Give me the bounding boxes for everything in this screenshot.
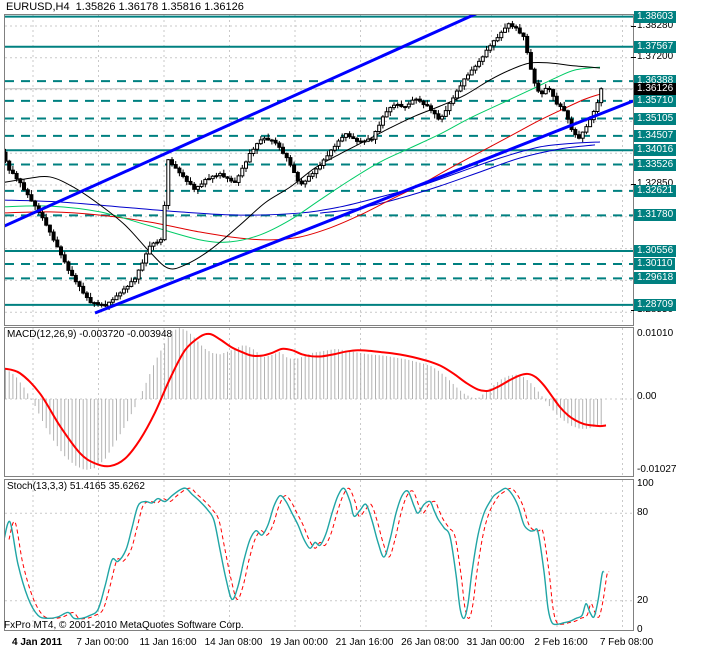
date-label: 7 Feb 08:00	[599, 637, 654, 648]
date-label: 26 Jan 08:00	[401, 637, 459, 648]
stochastic-label: Stoch(13,3,3) 51.4165 35.6262	[7, 481, 145, 492]
date-label: 14 Jan 08:00	[204, 637, 263, 648]
macd-label: MACD(12,26,9) -0.003720 -0.003948	[7, 329, 173, 340]
price-level-badge: 1.34016	[634, 144, 677, 157]
stoch-axis-label: 20	[637, 594, 649, 606]
price-level-badge: 1.31780	[634, 209, 677, 222]
chart-title-ohlc: EURUSD,H4 1.35826 1.36178 1.35816 1.3612…	[6, 1, 244, 13]
date-label: 2 Feb 16:00	[534, 637, 588, 648]
price-level-badge: 1.29618	[634, 272, 677, 285]
price-chart-panel[interactable]	[4, 14, 634, 326]
stochastic-canvas[interactable]	[5, 480, 633, 630]
price-grid-label: 1.32850	[637, 178, 674, 190]
price-grid-label: 1.37200	[637, 51, 674, 63]
macd-indicator-panel[interactable]	[4, 327, 634, 477]
platform-copyright: FxPro MT4, © 2001-2010 MetaQuotes Softwa…	[4, 620, 244, 631]
date-label: 11 Jan 16:00	[139, 637, 197, 648]
price-level-badge: 1.35105	[634, 112, 677, 125]
price-level-badge: 1.35710	[634, 94, 677, 107]
price-level-badge: 1.32621	[634, 184, 677, 197]
stoch-axis-label: 100	[637, 478, 654, 489]
stoch-axis-label: 80	[637, 507, 649, 519]
stochastic-indicator-panel[interactable]	[4, 479, 634, 631]
price-grid-label: 1.38280	[637, 20, 674, 31]
price-level-badge: 1.37567	[634, 40, 677, 53]
macd-axis-label: 0.00	[637, 391, 657, 402]
price-chart-canvas[interactable]	[5, 15, 633, 325]
date-label: 31 Jan 00:00	[466, 637, 525, 648]
price-tick	[631, 57, 636, 58]
macd-axis-label: -0.01027	[637, 464, 677, 475]
date-label: 19 Jan 00:00	[270, 637, 328, 648]
macd-axis-label: 0.01010	[637, 328, 674, 339]
current-price-badge: 1.36126	[634, 82, 677, 95]
price-tick	[631, 310, 636, 311]
date-label: 21 Jan 16:00	[335, 637, 394, 648]
price-level-badge: 1.28709	[634, 298, 677, 311]
date-label: 7 Jan 00:00	[76, 637, 129, 648]
price-level-badge: 1.38603	[634, 10, 677, 23]
stoch-axis-label: 0	[637, 624, 643, 635]
price-tick	[631, 26, 636, 27]
price-level-badge: 1.30110	[634, 258, 676, 271]
price-level-badge: 1.30556	[634, 245, 677, 258]
price-tick	[631, 184, 636, 185]
date-label: 4 Jan 2011	[11, 637, 63, 648]
price-level-badge: 1.33526	[634, 158, 677, 171]
macd-canvas[interactable]	[5, 328, 633, 476]
price-level-badge: 1.34507	[634, 129, 677, 142]
